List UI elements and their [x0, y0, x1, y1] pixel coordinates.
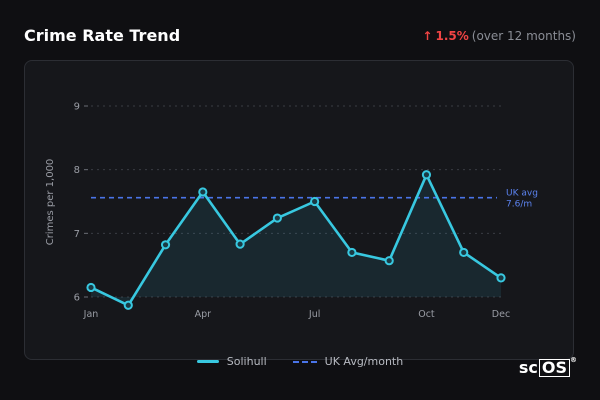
legend-swatch-dashed	[292, 360, 317, 363]
data-point[interactable]	[459, 247, 469, 258]
data-point[interactable]	[384, 256, 394, 266]
uk-average-value-label: 7.6/m	[506, 200, 532, 210]
data-point[interactable]	[347, 247, 357, 258]
data-point[interactable]	[198, 187, 208, 197]
x-tick-label: Jan	[83, 309, 99, 320]
series-points	[86, 170, 506, 310]
series-area	[91, 174, 501, 306]
grid-lines	[91, 105, 501, 298]
data-point[interactable]	[496, 273, 506, 283]
y-tick-label: 9	[74, 102, 80, 113]
scos-logo: sc OS ®	[518, 356, 577, 377]
x-tick-label: Apr	[195, 309, 212, 320]
chart-panel	[24, 60, 574, 360]
y-tick-label: 8	[74, 165, 80, 176]
trend-up-icon: ↑	[422, 29, 433, 43]
data-point[interactable]	[310, 196, 320, 207]
y-axis: 6 7 8 9	[74, 102, 88, 304]
data-point[interactable]	[421, 170, 432, 180]
y-tick-label: 6	[74, 293, 80, 304]
change-indicator: ↑ 1.5% (over 12 months)	[422, 29, 576, 43]
data-point[interactable]	[160, 240, 171, 250]
chart-title: Crime Rate Trend	[24, 26, 181, 45]
data-point[interactable]	[235, 239, 245, 249]
legend-item-uk-avg[interactable]: UK Avg/month	[292, 355, 404, 368]
legend-swatch-solid	[196, 360, 219, 363]
change-note: (over 12 months)	[471, 29, 576, 43]
legend-label-uk-avg: UK Avg/month	[324, 355, 404, 368]
data-point[interactable]	[123, 300, 133, 310]
legend-label-solihull: Solihull	[226, 355, 267, 368]
x-tick-label: Dec	[492, 309, 510, 320]
x-tick-label: Oct	[418, 309, 435, 320]
logo-prefix: sc	[518, 358, 538, 377]
x-tick-label: Jul	[308, 309, 320, 320]
legend-item-solihull[interactable]: Solihull	[196, 355, 267, 368]
y-tick-label: 7	[74, 229, 80, 240]
x-axis: Jan Apr Jul Oct Dec	[83, 309, 511, 320]
legend: Solihull UK Avg/month	[0, 355, 600, 368]
uk-average-label: UK avg	[506, 189, 538, 199]
registered-mark: ®	[570, 356, 577, 364]
data-point[interactable]	[272, 213, 282, 223]
data-point[interactable]	[86, 282, 96, 293]
change-value: 1.5%	[435, 29, 469, 43]
logo-boxed: OS	[538, 358, 570, 377]
y-axis-label: Crimes per 1,000	[45, 159, 56, 246]
series-line-solihull	[90, 173, 502, 307]
